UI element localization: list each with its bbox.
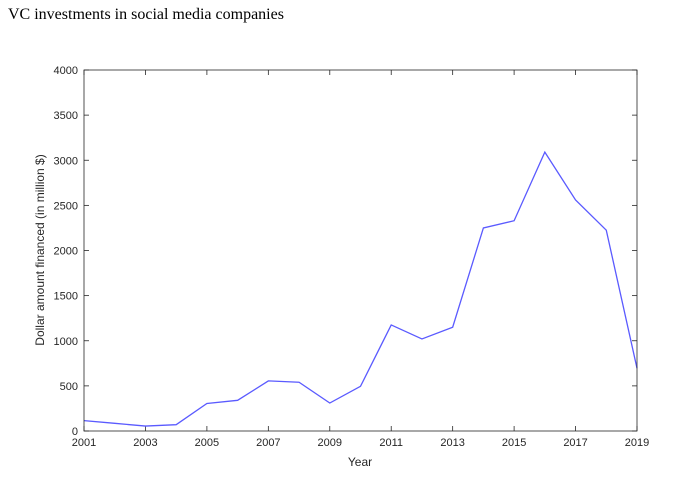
y-tick-label: 4000 — [54, 65, 78, 77]
y-tick-label: 3000 — [54, 155, 78, 167]
x-tick-label: 2009 — [318, 437, 342, 449]
y-tick-label: 2500 — [54, 200, 78, 212]
x-tick-label: 2003 — [133, 437, 157, 449]
y-axis-label: Dollar amount financed (in million $) — [33, 154, 47, 345]
y-tick-label: 0 — [72, 426, 78, 438]
series-line — [83, 150, 638, 427]
x-tick-label: 2001 — [72, 437, 96, 449]
y-tick-label: 500 — [60, 381, 78, 393]
x-tick-label: 2005 — [195, 437, 219, 449]
y-tick-label: 1500 — [54, 291, 78, 303]
x-tick-label: 2011 — [379, 437, 403, 449]
x-tick-label: 2019 — [625, 437, 649, 449]
y-tick-label: 1000 — [54, 336, 78, 348]
x-tick-label: 2017 — [563, 437, 587, 449]
y-tick-label: 3500 — [54, 110, 78, 122]
x-tick-label: 2007 — [256, 437, 280, 449]
x-tick-label: 2015 — [502, 437, 526, 449]
x-axis-label: Year — [348, 455, 372, 469]
chart-title: VC investments in social media companies — [8, 6, 284, 23]
plot-area-border — [83, 69, 638, 432]
y-tick-label: 2000 — [54, 246, 78, 258]
x-tick-label: 2013 — [440, 437, 464, 449]
